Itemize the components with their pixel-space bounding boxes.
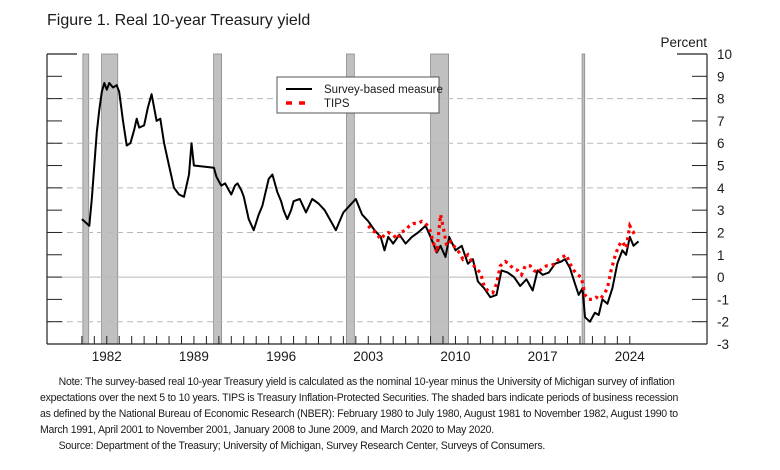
y-tick-label: 3 bbox=[717, 203, 725, 218]
legend-box bbox=[276, 76, 440, 114]
x-tick-label: 2003 bbox=[353, 349, 383, 364]
x-tick-label: 2017 bbox=[528, 349, 558, 364]
x-tick-label: 2010 bbox=[440, 349, 470, 364]
recession-bar bbox=[101, 53, 119, 345]
y-tick-label: 5 bbox=[717, 159, 725, 174]
figure-note: Note: The survey-based real 10-year Trea… bbox=[40, 374, 691, 454]
y-tick-label: 10 bbox=[717, 47, 732, 62]
y-tick-label: 9 bbox=[717, 69, 725, 84]
note-text: Note: The survey-based real 10-year Trea… bbox=[40, 376, 679, 436]
x-tick-label: 1996 bbox=[266, 349, 296, 364]
y-tick-label: 2 bbox=[717, 225, 725, 240]
y-tick-label: 4 bbox=[717, 181, 725, 196]
legend: Survey-based measure TIPS bbox=[276, 76, 443, 114]
x-axis: 1982 1989 1996 2003 2010 2017 2024 bbox=[81, 336, 646, 364]
y-tick-label: 7 bbox=[717, 114, 725, 129]
source-text: Source: Department of the Treasury; Univ… bbox=[58, 440, 546, 452]
y-tick-label: 8 bbox=[717, 92, 725, 107]
y-tick-label: 0 bbox=[717, 270, 725, 285]
y-tick-label: 1 bbox=[717, 248, 725, 263]
gridlines bbox=[47, 98, 707, 323]
legend-label-tips: TIPS bbox=[324, 98, 350, 110]
x-tick-label: 1982 bbox=[92, 349, 122, 364]
y-tick-label: 6 bbox=[717, 136, 725, 151]
y-axis-label: Percent bbox=[660, 35, 707, 50]
recession-bar bbox=[213, 53, 222, 345]
y-tick-label: -3 bbox=[717, 337, 729, 352]
recession-bar bbox=[82, 53, 90, 345]
data-series bbox=[81, 82, 640, 323]
x-tick-label: 2024 bbox=[615, 349, 646, 364]
y-tick-label: -1 bbox=[717, 292, 729, 307]
series-line-tips bbox=[367, 214, 639, 302]
figure-title: Figure 1. Real 10-year Treasury yield bbox=[47, 12, 311, 29]
series-line-survey bbox=[81, 82, 640, 323]
x-tick-label: 1989 bbox=[179, 349, 209, 364]
y-tick-label: -2 bbox=[717, 315, 729, 330]
legend-label-survey: Survey-based measure bbox=[324, 84, 443, 96]
